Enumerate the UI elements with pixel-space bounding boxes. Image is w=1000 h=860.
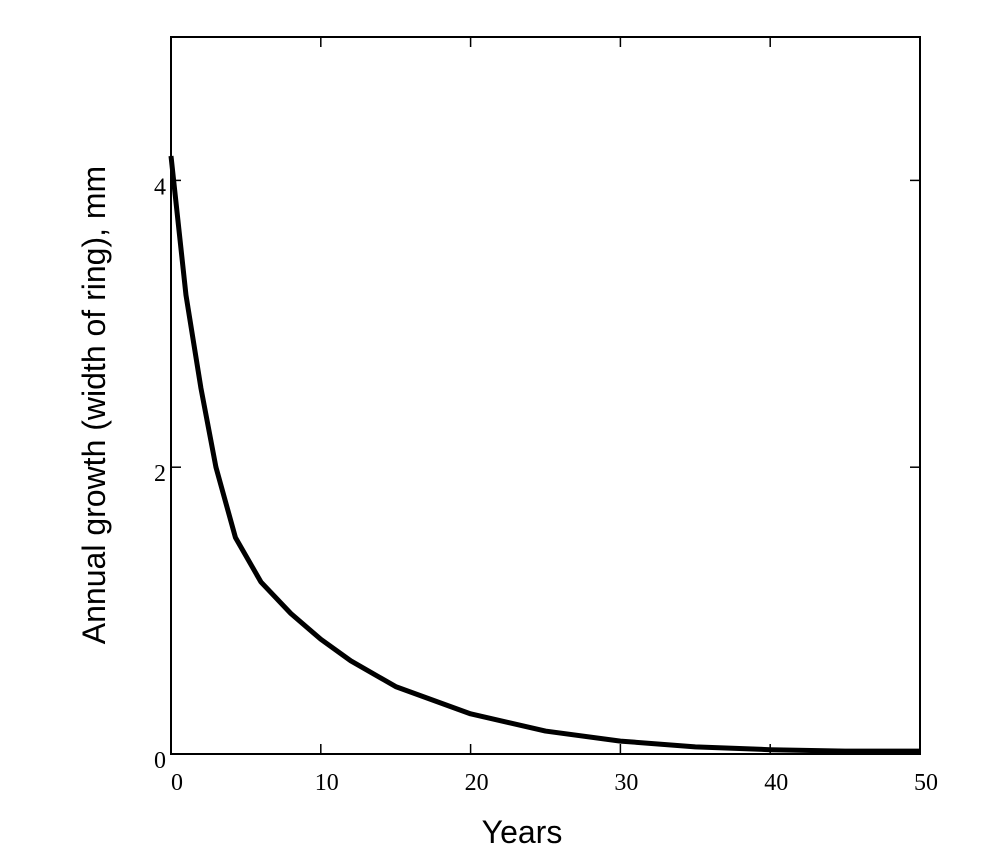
x-axis-label: Years <box>482 814 563 850</box>
y-tick-label: 2 <box>154 461 166 487</box>
x-tick-label: 20 <box>465 770 489 796</box>
x-tick-label: 10 <box>315 770 339 796</box>
y-axis-label: Annual growth (width of ring), mm <box>76 166 112 644</box>
y-tick-label: 4 <box>154 174 166 200</box>
data-line <box>168 155 920 754</box>
x-tick-label: 0 <box>171 770 183 796</box>
x-tick-label: 30 <box>614 770 638 796</box>
x-tick-label: 40 <box>764 770 788 796</box>
plot-frame <box>170 36 921 755</box>
x-tick-label: 50 <box>914 770 938 796</box>
y-tick-label: 0 <box>154 748 166 774</box>
